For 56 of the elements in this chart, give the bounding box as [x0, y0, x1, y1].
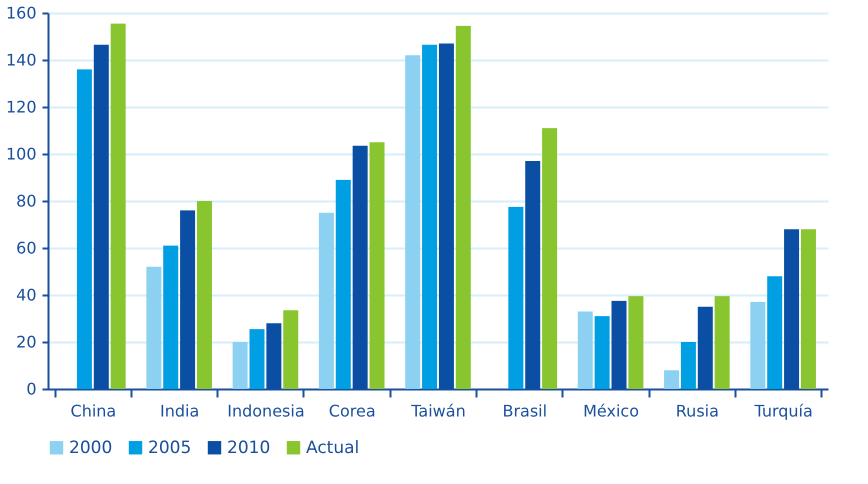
bar: [767, 276, 782, 389]
x-tick-label: Turquía: [753, 402, 813, 420]
bar: [283, 310, 298, 389]
bar: [680, 342, 696, 389]
x-tick-label: India: [160, 402, 200, 420]
bar: [578, 311, 593, 389]
bar: [612, 300, 627, 389]
bar: [698, 306, 713, 389]
bar: [784, 229, 800, 389]
bar: [664, 370, 680, 389]
bar: [318, 212, 334, 389]
bar: [800, 229, 816, 389]
legend-label: 2010: [227, 438, 270, 458]
x-tick-label: Indonesia: [227, 402, 305, 420]
bar: [714, 296, 730, 389]
bar: [422, 44, 438, 389]
bar: [196, 201, 212, 389]
bar: [336, 180, 351, 389]
y-tick-label: 0: [26, 380, 36, 398]
bar: [76, 69, 92, 389]
x-tick-label: Taiwán: [410, 402, 466, 420]
y-tick-label: 60: [16, 238, 36, 258]
bar: [750, 302, 766, 389]
y-tick-label: 120: [6, 98, 36, 116]
y-tick-label: 100: [6, 144, 36, 164]
x-tick-label: México: [583, 402, 640, 420]
legend-label: 2000: [69, 438, 112, 458]
x-tick-label: Rusia: [676, 402, 719, 420]
x-tick-label: Corea: [328, 402, 376, 420]
bar: [232, 342, 248, 389]
bar: [180, 210, 196, 389]
y-tick-label: 40: [16, 286, 36, 304]
x-tick-label: China: [70, 402, 116, 420]
bar: [110, 24, 126, 389]
bar: [370, 142, 385, 389]
bar: [249, 329, 264, 389]
bar: [163, 246, 178, 389]
bar: [456, 26, 471, 389]
bar: [542, 128, 558, 389]
bar: [525, 161, 540, 389]
y-tick-label: 20: [16, 332, 36, 352]
bar: [146, 266, 162, 389]
bar: [266, 323, 282, 389]
bar: [405, 55, 420, 389]
bar: [508, 206, 524, 389]
bar: [94, 44, 109, 389]
y-tick-label: 80: [16, 192, 36, 210]
y-tick-label: 140: [6, 50, 36, 70]
bar: [438, 44, 454, 389]
legend-label: Actual: [306, 438, 360, 458]
legend-label: 2005: [148, 438, 192, 458]
bar: [628, 296, 644, 389]
y-tick-label: 160: [6, 4, 36, 22]
bar: [594, 316, 610, 389]
bar: [352, 146, 368, 389]
x-tick-label: Brasil: [502, 402, 548, 420]
